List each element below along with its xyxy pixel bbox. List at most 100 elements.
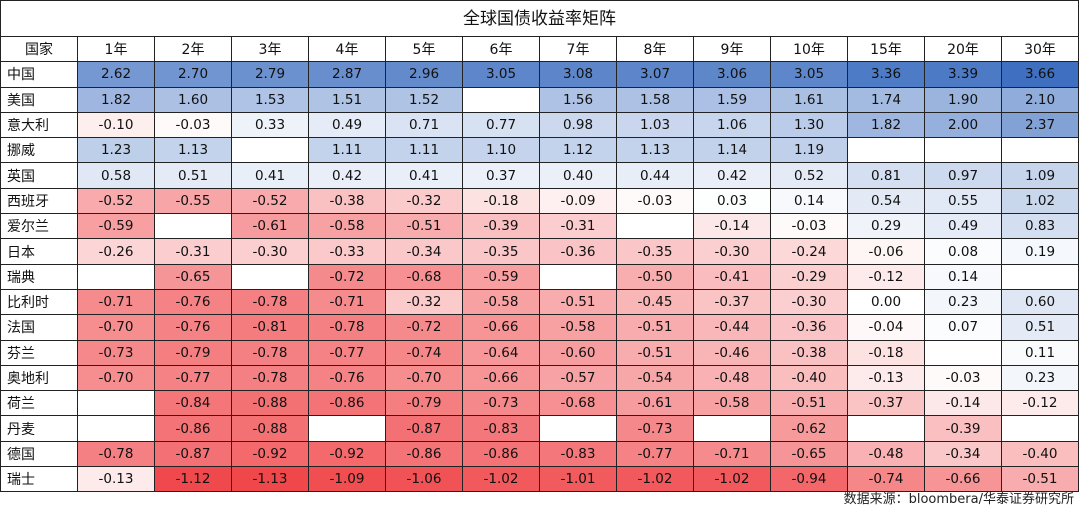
- yield-cell: 0.23: [1001, 364, 1079, 392]
- yield-cell: -0.41: [693, 263, 771, 290]
- column-header: 1年: [77, 35, 155, 63]
- yield-cell: [924, 339, 1002, 366]
- yield-cell: 0.81: [847, 162, 925, 189]
- yield-cell: -0.94: [770, 466, 848, 493]
- column-header: 9年: [693, 35, 771, 63]
- yield-cell: -0.73: [616, 415, 694, 442]
- country-label: 挪威: [0, 137, 78, 164]
- yield-cell: 2.87: [308, 61, 386, 88]
- table-row: 法国 -0.70 -0.76 -0.81 -0.78 -0.72 -0.66 -0.58 -0.…: [0, 314, 1079, 341]
- yield-cell: 0.23: [924, 288, 1002, 316]
- yield-cell: -0.39: [462, 213, 540, 240]
- yield-cell: 0.58: [77, 162, 155, 189]
- yield-cell: 0.19: [1001, 238, 1079, 265]
- yield-cell: -0.74: [385, 339, 463, 366]
- corner-header: 国家: [0, 35, 78, 63]
- yield-cell: 3.06: [693, 61, 771, 88]
- yield-cell: -0.40: [1001, 440, 1079, 468]
- yield-cell: -0.14: [693, 213, 771, 240]
- table-body: 中国 2.62 2.70 2.79 2.87 2.96 3.05 3.08 3.07 3.06 3.…: [0, 61, 1079, 493]
- yield-cell: 0.60: [1001, 288, 1079, 316]
- yield-cell: -0.88: [231, 390, 309, 417]
- yield-cell: -0.86: [154, 415, 232, 442]
- yield-cell: 1.11: [308, 137, 386, 164]
- country-label: 丹麦: [0, 415, 78, 442]
- yield-cell: -0.57: [539, 364, 617, 392]
- yield-cell: 1.74: [847, 86, 925, 113]
- yield-cell: [462, 86, 540, 113]
- country-label: 芬兰: [0, 339, 78, 366]
- yield-cell: -0.50: [616, 263, 694, 290]
- yield-cell: 1.53: [231, 86, 309, 113]
- yield-cell: -0.51: [770, 390, 848, 417]
- yield-cell: 2.00: [924, 111, 1002, 139]
- yield-cell: -0.39: [924, 415, 1002, 442]
- yield-cell: -0.77: [616, 440, 694, 468]
- table-row: 美国 1.82 1.60 1.53 1.51 1.52 1.56 1.58 1.59 1.61 1.…: [0, 86, 1079, 113]
- yield-cell: -0.79: [385, 390, 463, 417]
- yield-cell: -0.70: [77, 314, 155, 341]
- yield-cell: -0.59: [462, 263, 540, 290]
- yield-cell: 1.23: [77, 137, 155, 164]
- yield-cell: -0.34: [924, 440, 1002, 468]
- yield-cell: -0.86: [385, 440, 463, 468]
- yield-cell: -0.33: [308, 238, 386, 265]
- yield-cell: 3.08: [539, 61, 617, 88]
- yield-cell: 3.36: [847, 61, 925, 88]
- yield-cell: 0.98: [539, 111, 617, 139]
- yield-cell: 2.62: [77, 61, 155, 88]
- column-header: 20年: [924, 35, 1002, 63]
- yield-cell: -0.55: [154, 187, 232, 215]
- yield-cell: -0.83: [462, 415, 540, 442]
- yield-cell: -0.65: [770, 440, 848, 468]
- yield-cell: 0.77: [462, 111, 540, 139]
- yield-cell: -0.83: [539, 440, 617, 468]
- yield-cell: -0.66: [462, 314, 540, 341]
- yield-cell: [77, 263, 155, 290]
- yield-cell: -0.58: [308, 213, 386, 240]
- country-label: 中国: [0, 61, 78, 88]
- yield-cell: [231, 137, 309, 164]
- yield-cell: [1001, 137, 1079, 164]
- yield-cell: -0.35: [462, 238, 540, 265]
- yield-cell: [693, 415, 771, 442]
- yield-cell: -0.86: [462, 440, 540, 468]
- yield-cell: 1.51: [308, 86, 386, 113]
- yield-cell: 0.42: [308, 162, 386, 189]
- table-row: 西班牙 -0.52 -0.55 -0.52 -0.38 -0.32 -0.18 -0.09 -0…: [0, 187, 1079, 215]
- yield-cell: 0.40: [539, 162, 617, 189]
- yield-cell: 0.08: [924, 238, 1002, 265]
- yield-cell: -0.78: [231, 364, 309, 392]
- yield-cell: 0.51: [1001, 314, 1079, 341]
- yield-cell: -0.87: [154, 440, 232, 468]
- country-label: 美国: [0, 86, 78, 113]
- yield-cell: 1.90: [924, 86, 1002, 113]
- yield-cell: -0.24: [770, 238, 848, 265]
- yield-cell: -0.76: [154, 314, 232, 341]
- yield-cell: 3.05: [462, 61, 540, 88]
- yield-cell: -0.37: [847, 390, 925, 417]
- country-label: 意大利: [0, 111, 78, 139]
- yield-cell: -0.03: [616, 187, 694, 215]
- table-row: 意大利 -0.10 -0.03 0.33 0.49 0.71 0.77 0.98 1.03 1.0…: [0, 111, 1079, 139]
- yield-cell: -0.06: [847, 238, 925, 265]
- yield-cell: -0.58: [462, 288, 540, 316]
- yield-cell: 1.09: [1001, 162, 1079, 189]
- yield-cell: 1.03: [616, 111, 694, 139]
- yield-cell: 1.82: [77, 86, 155, 113]
- yield-cell: -0.12: [1001, 390, 1079, 417]
- yield-cell: -0.52: [77, 187, 155, 215]
- yield-cell: 0.52: [770, 162, 848, 189]
- yield-cell: -0.54: [616, 364, 694, 392]
- yield-cell: 2.70: [154, 61, 232, 88]
- yield-cell: 1.10: [462, 137, 540, 164]
- yield-cell: -1.02: [616, 466, 694, 493]
- chart-title: 全球国债收益率矩阵: [0, 0, 1079, 36]
- yield-cell: 1.13: [616, 137, 694, 164]
- yield-cell: 1.13: [154, 137, 232, 164]
- yield-cell: -0.71: [693, 440, 771, 468]
- yield-cell: [1001, 415, 1079, 442]
- table-row: 瑞士 -0.13 -1.12 -1.13 -1.09 -1.06 -1.02 -1.01 -1.…: [0, 466, 1079, 493]
- yield-cell: -0.09: [539, 187, 617, 215]
- country-label: 法国: [0, 314, 78, 341]
